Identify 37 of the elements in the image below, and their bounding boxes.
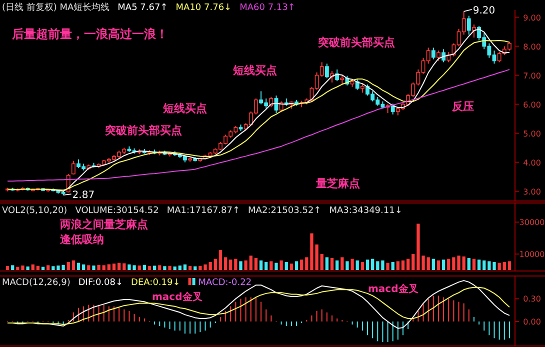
annotation: 后量超前量，一浪高过一浪！ xyxy=(11,27,168,41)
annotation: 突破前头部买点 xyxy=(104,124,182,137)
y-tick-label: 0.00 xyxy=(523,317,541,326)
y-tick-label: 7.00 xyxy=(523,71,541,80)
annotation: MA2:21503.52↑ xyxy=(248,206,322,216)
annotation: MA3:34349.11↓ xyxy=(329,206,402,216)
chart-title: VOL2(5,10,20) xyxy=(2,206,68,216)
legend-label: MACD:-0.22 xyxy=(198,278,252,288)
text: MA10 7.76↓ xyxy=(176,3,232,13)
text: MA60 7.13↑ xyxy=(240,3,296,13)
series-label: DIF:0.08↓ xyxy=(78,278,124,288)
annotation: macd金叉 xyxy=(368,283,420,295)
annotation: 量芝麻点 xyxy=(315,177,360,190)
y-tick-label: 6.00 xyxy=(523,100,541,110)
y-tick-label: 0.30 xyxy=(523,294,541,304)
y-tick-label: 3.00 xyxy=(523,187,541,196)
y-tick-label: 10000 xyxy=(519,250,545,260)
annotation: 反压 xyxy=(451,100,474,113)
annotation: 突破前头部买点 xyxy=(317,36,395,49)
chart-title: MACD(12,26,9) xyxy=(2,278,70,288)
annotation: macd金叉 xyxy=(152,291,204,303)
annotation: 逢低吸纳 xyxy=(59,233,104,246)
annotation: 短线买点 xyxy=(232,64,277,77)
y-tick-label: 8.00 xyxy=(523,42,541,52)
chart-title: (日线 前复权) MA短长均线 xyxy=(2,2,110,13)
annotation: 9.20 xyxy=(472,5,496,16)
annotation: 2.87 xyxy=(72,190,95,202)
series-label: DEA:0.19↓ xyxy=(131,278,180,288)
annotation: VOLUME:30154.52 xyxy=(75,206,159,216)
y-tick-label: 4.00 xyxy=(523,158,541,168)
text: MA5 7.67↑ xyxy=(118,3,168,13)
annotation: 两浪之间量芝麻点 xyxy=(59,218,148,231)
y-tick-label: 30000 xyxy=(519,218,545,228)
y-tick-label: 5.00 xyxy=(523,129,541,138)
y-tick-label: 9.00 xyxy=(523,13,541,22)
annotation: MA1:17167.87↑ xyxy=(166,206,240,216)
annotation: 短线买点 xyxy=(162,102,207,115)
